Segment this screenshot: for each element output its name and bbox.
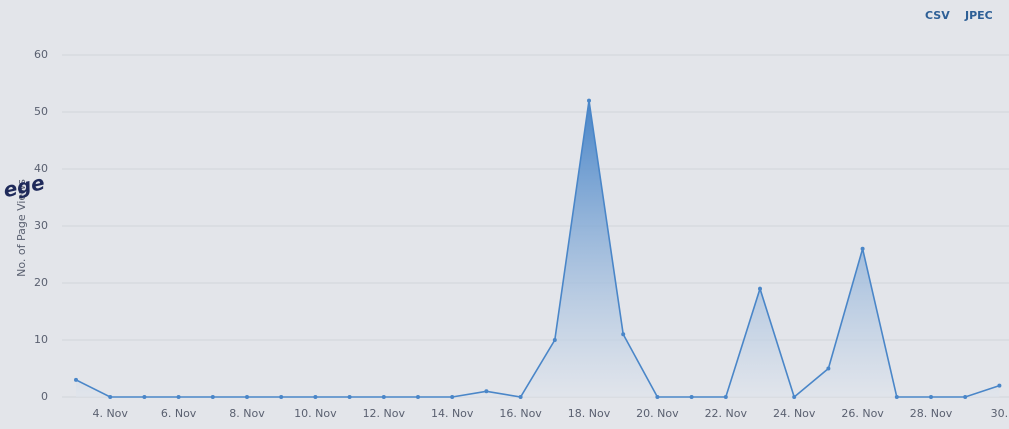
data-point: [74, 377, 78, 382]
data-point: [279, 395, 284, 399]
data-point: [518, 395, 523, 399]
data-point: [723, 395, 728, 399]
data-point: [621, 332, 626, 337]
y-tick-label: 60: [34, 48, 48, 61]
data-point: [929, 395, 933, 399]
x-tick-label: 24. Nov: [773, 407, 816, 420]
y-axis-label: No. of Page Views: [15, 179, 28, 277]
data-point: [416, 395, 420, 399]
x-tick-label: 20. Nov: [636, 407, 679, 420]
data-point: [758, 286, 762, 291]
data-point: [587, 98, 591, 103]
x-tick-label: 6. Nov: [161, 407, 197, 420]
data-point: [108, 395, 113, 399]
data-point: [450, 395, 455, 399]
data-point: [860, 246, 865, 251]
x-tick-label: 16. Nov: [499, 407, 542, 420]
data-point: [963, 395, 968, 399]
data-point: [210, 395, 215, 399]
export-jpeg[interactable]: JPEC: [964, 9, 993, 22]
x-tick-label: 12. Nov: [363, 407, 406, 420]
area-line: [75, 100, 1000, 399]
data-point: [552, 338, 557, 342]
data-point: [484, 389, 489, 394]
x-tick-label: 26. Nov: [841, 407, 884, 420]
x-tick-label: 10. Nov: [294, 407, 337, 420]
area-fill: [76, 100, 1000, 397]
x-tick-label: 30.: [991, 407, 1009, 420]
y-tick-label: 40: [34, 162, 48, 175]
data-point: [142, 395, 147, 399]
x-tick-label: 18. Nov: [568, 407, 611, 420]
x-tick-label: 4. Nov: [92, 407, 128, 420]
x-tick-label: 14. Nov: [431, 407, 474, 420]
data-point: [313, 395, 318, 399]
y-tick-label: 30: [34, 219, 48, 232]
data-point: [689, 395, 694, 399]
data-point: [245, 395, 249, 399]
x-tick-label: 22. Nov: [705, 407, 748, 420]
data-point: [894, 395, 899, 399]
data-point: [826, 366, 831, 371]
y-tick-label: 20: [34, 276, 48, 289]
data-point: [792, 395, 797, 399]
x-tick-label: 8. Nov: [229, 407, 265, 420]
data-point: [381, 395, 386, 399]
y-tick-label: 0: [41, 390, 48, 403]
data-point: [997, 383, 1002, 388]
data-point: [655, 395, 660, 399]
data-point: [176, 395, 181, 399]
y-tick-label: 50: [34, 105, 48, 118]
data-point: [347, 395, 352, 399]
export-csv[interactable]: CSV: [925, 9, 950, 22]
y-tick-label: 10: [34, 333, 48, 346]
x-tick-label: 28. Nov: [910, 407, 953, 420]
